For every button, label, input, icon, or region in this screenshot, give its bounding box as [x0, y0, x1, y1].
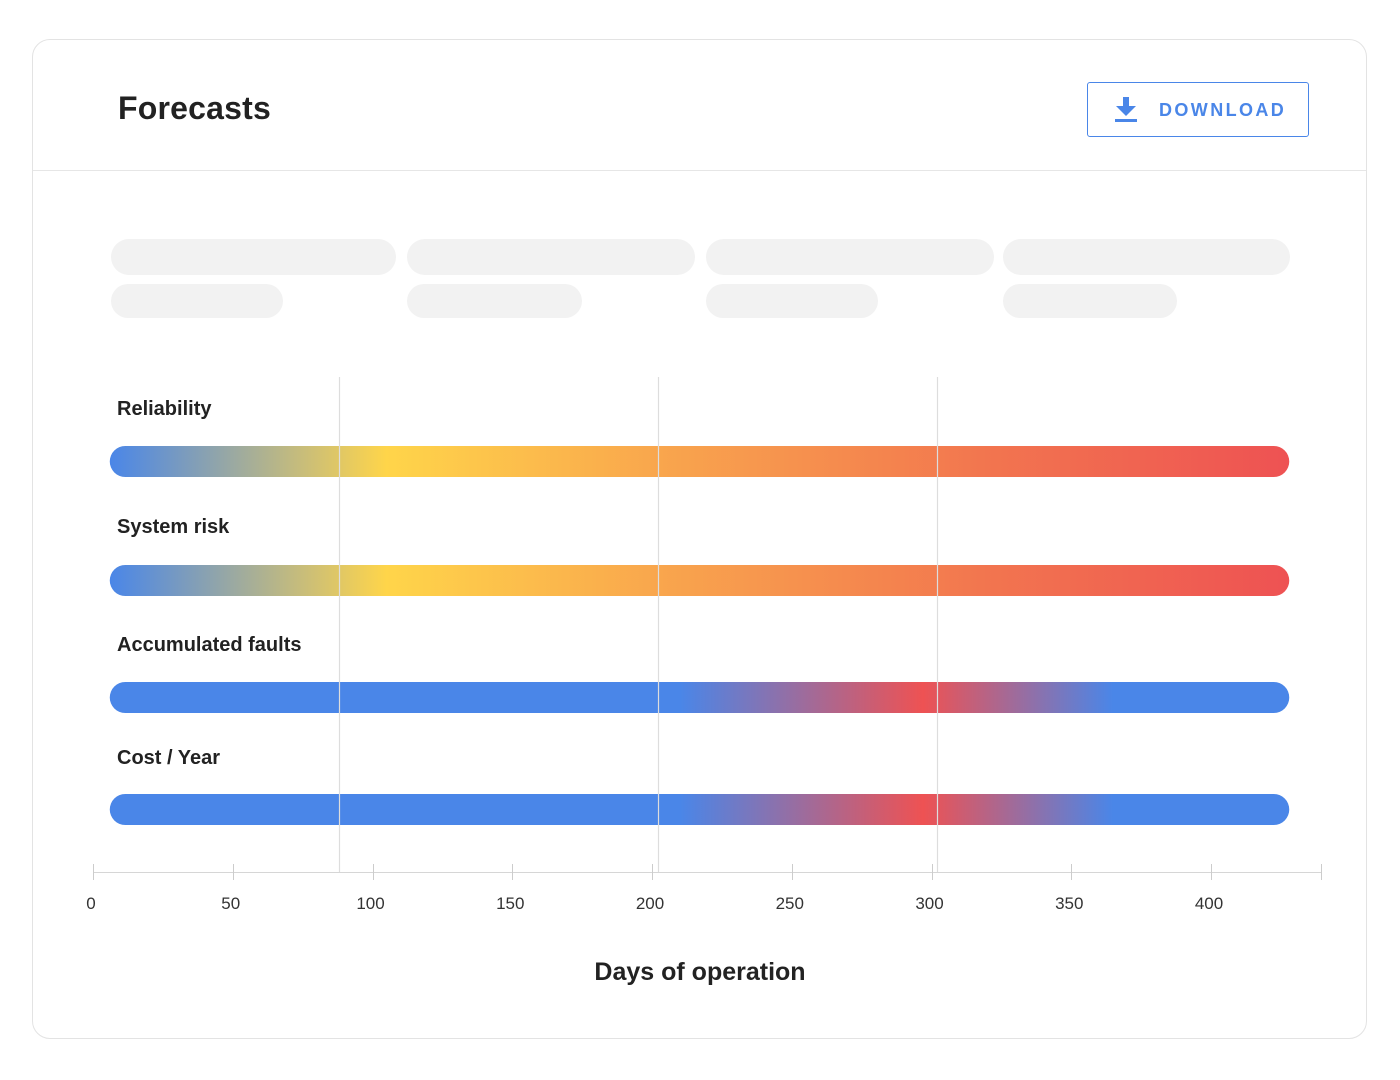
x-tick-label: 250 [776, 894, 804, 913]
forecast-bar [109, 446, 1290, 477]
download-button[interactable]: DOWNLOAD [1087, 82, 1309, 137]
row-label: Reliability [117, 398, 212, 420]
forecast-bar [109, 794, 1290, 825]
x-tick-label: 50 [221, 894, 240, 913]
x-tick-label: 300 [915, 894, 943, 913]
skeleton-line [111, 284, 283, 318]
row-label: Accumulated faults [117, 634, 302, 656]
card-header: Forecasts DOWNLOAD [33, 40, 1366, 171]
forecast-bar [109, 565, 1290, 596]
x-tick-label: 100 [356, 894, 384, 913]
x-tick-label: 400 [1195, 894, 1223, 913]
skeleton-line [706, 284, 878, 318]
page-title: Forecasts [118, 90, 271, 126]
x-tick-label: 0 [86, 894, 95, 913]
row-label: Cost / Year [117, 747, 221, 769]
row-label: System risk [117, 516, 230, 538]
skeleton-line [407, 239, 695, 275]
x-tick-label: 350 [1055, 894, 1083, 913]
skeleton-line [706, 239, 994, 275]
x-tick-label: 200 [636, 894, 664, 913]
download-icon [1115, 97, 1137, 122]
download-label: DOWNLOAD [1159, 100, 1287, 120]
skeleton-line [111, 239, 396, 275]
x-axis-title: Days of operation [594, 958, 806, 986]
skeleton-line [1003, 284, 1177, 318]
x-tick-label: 150 [496, 894, 524, 913]
skeleton-line [407, 284, 582, 318]
skeleton-line [1003, 239, 1290, 275]
forecast-bar [109, 682, 1290, 713]
